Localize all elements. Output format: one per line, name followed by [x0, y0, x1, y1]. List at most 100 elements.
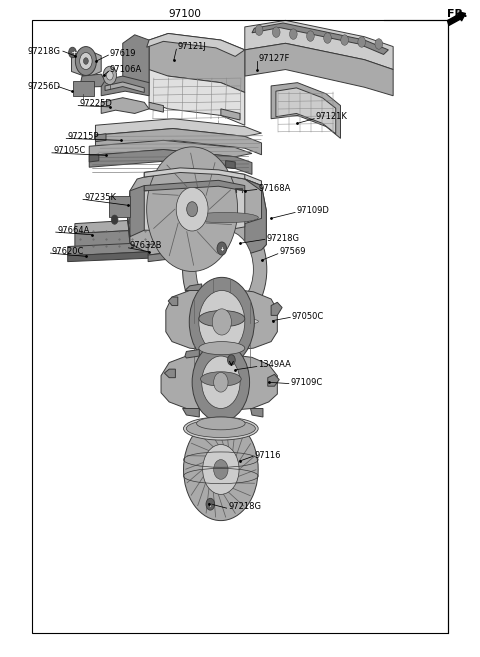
Circle shape [324, 33, 331, 43]
Polygon shape [128, 185, 144, 243]
Polygon shape [276, 88, 336, 134]
Polygon shape [148, 241, 181, 255]
Circle shape [217, 242, 227, 255]
Circle shape [80, 53, 92, 70]
Polygon shape [101, 76, 149, 96]
Text: 97620C: 97620C [52, 247, 84, 256]
Circle shape [255, 25, 263, 35]
Text: 1349AA: 1349AA [258, 360, 291, 369]
Polygon shape [149, 70, 245, 125]
Text: FR.: FR. [447, 9, 468, 19]
Polygon shape [72, 50, 101, 78]
Circle shape [203, 445, 239, 494]
Polygon shape [96, 119, 262, 137]
Polygon shape [68, 242, 173, 256]
Circle shape [196, 230, 253, 309]
Polygon shape [268, 374, 279, 386]
Polygon shape [149, 102, 163, 112]
Circle shape [273, 27, 280, 37]
Ellipse shape [197, 417, 245, 430]
Polygon shape [101, 98, 149, 114]
Polygon shape [220, 409, 234, 419]
Circle shape [75, 47, 96, 76]
Ellipse shape [199, 311, 245, 327]
Text: 97632B: 97632B [130, 241, 162, 250]
Polygon shape [164, 369, 175, 378]
Circle shape [214, 460, 228, 480]
Polygon shape [271, 302, 282, 315]
Ellipse shape [191, 212, 258, 223]
Text: 97218G: 97218G [228, 503, 261, 511]
Text: 97050C: 97050C [292, 311, 324, 321]
FancyArrow shape [447, 12, 466, 26]
Circle shape [214, 373, 228, 392]
Polygon shape [245, 179, 266, 255]
Text: 97218G: 97218G [27, 47, 60, 56]
Polygon shape [251, 409, 263, 417]
Polygon shape [128, 173, 266, 258]
Circle shape [147, 147, 238, 271]
Polygon shape [185, 284, 202, 290]
Polygon shape [185, 350, 199, 358]
Polygon shape [182, 409, 199, 417]
Text: 97168A: 97168A [258, 184, 290, 193]
Circle shape [206, 498, 215, 510]
Polygon shape [144, 168, 245, 179]
Circle shape [212, 309, 231, 335]
Circle shape [199, 290, 245, 353]
Circle shape [84, 58, 88, 64]
Text: 97121J: 97121J [178, 42, 207, 51]
Circle shape [182, 212, 267, 327]
Text: 97215P: 97215P [68, 132, 99, 141]
Polygon shape [130, 186, 245, 231]
Polygon shape [252, 23, 388, 55]
Text: 97100: 97100 [168, 9, 202, 19]
Ellipse shape [191, 317, 258, 326]
Ellipse shape [199, 342, 245, 355]
Ellipse shape [186, 420, 255, 438]
Text: 97116: 97116 [254, 451, 281, 459]
Circle shape [228, 355, 235, 365]
FancyBboxPatch shape [109, 196, 130, 217]
Polygon shape [148, 252, 181, 263]
Polygon shape [68, 251, 173, 261]
Polygon shape [89, 141, 252, 157]
Circle shape [103, 66, 117, 85]
Ellipse shape [183, 417, 258, 440]
Polygon shape [75, 218, 177, 233]
Polygon shape [166, 288, 277, 351]
Text: 97109C: 97109C [290, 378, 323, 387]
Text: 97619: 97619 [110, 49, 136, 58]
Polygon shape [245, 43, 393, 96]
Circle shape [111, 215, 118, 224]
Text: 97235K: 97235K [84, 193, 117, 202]
Circle shape [192, 343, 250, 422]
Text: 97218G: 97218G [266, 233, 300, 242]
Polygon shape [149, 34, 245, 93]
Polygon shape [144, 168, 262, 185]
Circle shape [107, 71, 113, 80]
Text: 97569: 97569 [279, 247, 306, 256]
Polygon shape [161, 353, 277, 411]
Text: 97105C: 97105C [53, 147, 85, 155]
Polygon shape [89, 154, 99, 162]
Ellipse shape [201, 372, 241, 386]
Text: 97106A: 97106A [110, 65, 142, 74]
Text: 97256D: 97256D [27, 82, 60, 91]
FancyBboxPatch shape [73, 81, 94, 96]
Polygon shape [226, 161, 235, 169]
Polygon shape [80, 74, 105, 87]
Circle shape [289, 29, 297, 39]
Polygon shape [89, 150, 252, 174]
Circle shape [358, 37, 366, 47]
Polygon shape [96, 134, 106, 142]
Polygon shape [144, 180, 245, 191]
Polygon shape [221, 109, 240, 120]
Polygon shape [96, 129, 262, 155]
Circle shape [202, 356, 240, 409]
Polygon shape [245, 20, 393, 70]
Polygon shape [168, 297, 178, 306]
Text: 97109D: 97109D [297, 206, 329, 215]
Polygon shape [123, 35, 149, 91]
Text: 97225D: 97225D [80, 99, 112, 108]
